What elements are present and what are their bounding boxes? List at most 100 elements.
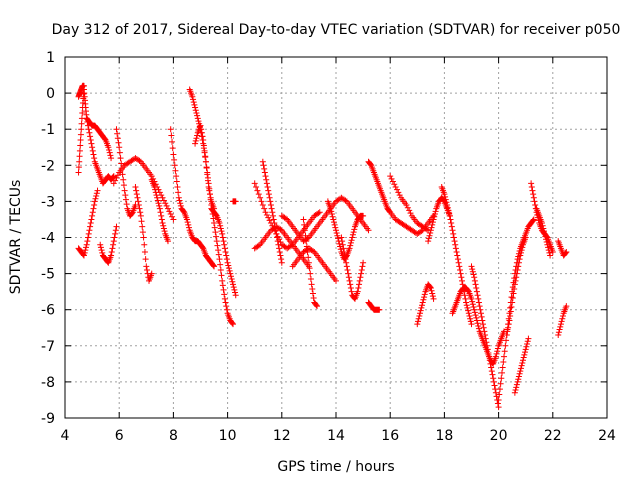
data-point bbox=[452, 241, 459, 248]
data-point bbox=[135, 202, 142, 209]
data-point bbox=[263, 176, 270, 183]
data-point bbox=[215, 251, 222, 258]
data-point bbox=[532, 202, 539, 209]
data-point bbox=[388, 175, 395, 182]
data-point bbox=[304, 248, 311, 255]
data-point bbox=[137, 209, 144, 216]
data-point bbox=[119, 171, 126, 178]
data-point bbox=[278, 256, 285, 263]
data-point bbox=[518, 362, 525, 369]
data-point bbox=[555, 329, 562, 336]
data-point bbox=[159, 220, 166, 227]
data-point bbox=[204, 177, 211, 184]
data-point bbox=[85, 230, 92, 237]
data-point bbox=[350, 229, 357, 236]
data-point bbox=[282, 215, 289, 222]
data-point bbox=[108, 252, 115, 259]
data-point bbox=[332, 224, 339, 231]
data-point bbox=[190, 96, 197, 103]
data-point bbox=[541, 230, 548, 237]
data-point bbox=[414, 321, 421, 328]
data-point bbox=[228, 276, 235, 283]
data-point bbox=[513, 274, 520, 281]
data-point bbox=[274, 238, 281, 245]
data-point bbox=[230, 321, 237, 328]
data-point bbox=[231, 286, 238, 293]
data-point bbox=[511, 285, 518, 292]
data-point bbox=[522, 349, 529, 356]
data-point bbox=[475, 299, 482, 306]
data-point bbox=[197, 122, 204, 129]
data-point bbox=[177, 202, 184, 209]
data-point bbox=[461, 292, 468, 299]
data-point bbox=[419, 302, 426, 309]
data-point bbox=[463, 299, 470, 306]
data-point bbox=[427, 227, 434, 234]
data-point bbox=[330, 216, 337, 223]
data-point bbox=[462, 295, 469, 302]
data-point bbox=[85, 234, 92, 241]
data-point bbox=[504, 328, 511, 335]
data-point bbox=[262, 209, 269, 216]
data-point bbox=[454, 252, 461, 259]
data-point bbox=[486, 353, 493, 360]
data-point bbox=[491, 382, 498, 389]
data-point bbox=[495, 396, 502, 403]
data-point bbox=[525, 335, 532, 342]
data-point bbox=[471, 309, 478, 316]
data-point bbox=[417, 310, 424, 317]
data-point bbox=[345, 274, 352, 281]
data-point bbox=[221, 295, 228, 302]
data-point bbox=[473, 317, 480, 324]
series-arc-s bbox=[289, 245, 339, 284]
data-point bbox=[328, 208, 335, 215]
data-point bbox=[475, 322, 482, 329]
data-point bbox=[347, 281, 354, 288]
data-point bbox=[89, 212, 96, 219]
data-point bbox=[449, 227, 456, 234]
data-point bbox=[468, 321, 475, 328]
data-point bbox=[465, 287, 472, 294]
data-point bbox=[331, 221, 338, 228]
data-point bbox=[519, 244, 526, 251]
data-point bbox=[508, 294, 515, 301]
data-point bbox=[217, 261, 224, 268]
data-point bbox=[200, 142, 207, 149]
data-point bbox=[174, 183, 181, 190]
data-point bbox=[545, 244, 552, 251]
data-point bbox=[309, 285, 316, 292]
data-point bbox=[501, 353, 508, 360]
series-arc-l bbox=[192, 122, 218, 212]
data-point bbox=[507, 313, 514, 320]
data-point bbox=[360, 212, 367, 219]
data-point bbox=[166, 208, 173, 215]
series-arc-t bbox=[300, 216, 321, 310]
series-arc-v bbox=[338, 234, 367, 302]
data-point bbox=[429, 293, 436, 300]
data-point bbox=[540, 228, 547, 235]
data-point bbox=[517, 368, 524, 375]
data-point bbox=[453, 248, 460, 255]
data-point bbox=[340, 245, 347, 252]
data-point bbox=[169, 145, 176, 152]
data-points bbox=[75, 82, 570, 411]
data-point bbox=[108, 155, 115, 162]
data-point bbox=[455, 259, 462, 266]
data-point bbox=[517, 365, 524, 372]
series-arc-u bbox=[324, 198, 367, 263]
data-point bbox=[356, 277, 363, 284]
data-point bbox=[89, 147, 96, 154]
series-arc-aj bbox=[555, 238, 570, 259]
data-point bbox=[114, 135, 121, 142]
data-point bbox=[148, 270, 155, 277]
data-point bbox=[108, 248, 115, 255]
data-point bbox=[524, 340, 531, 347]
data-point bbox=[257, 194, 264, 201]
data-point bbox=[510, 290, 517, 297]
data-point bbox=[477, 310, 484, 317]
data-point bbox=[194, 115, 201, 122]
data-point bbox=[359, 263, 366, 270]
data-point bbox=[443, 199, 450, 206]
data-point bbox=[170, 216, 177, 223]
data-point bbox=[194, 112, 201, 119]
